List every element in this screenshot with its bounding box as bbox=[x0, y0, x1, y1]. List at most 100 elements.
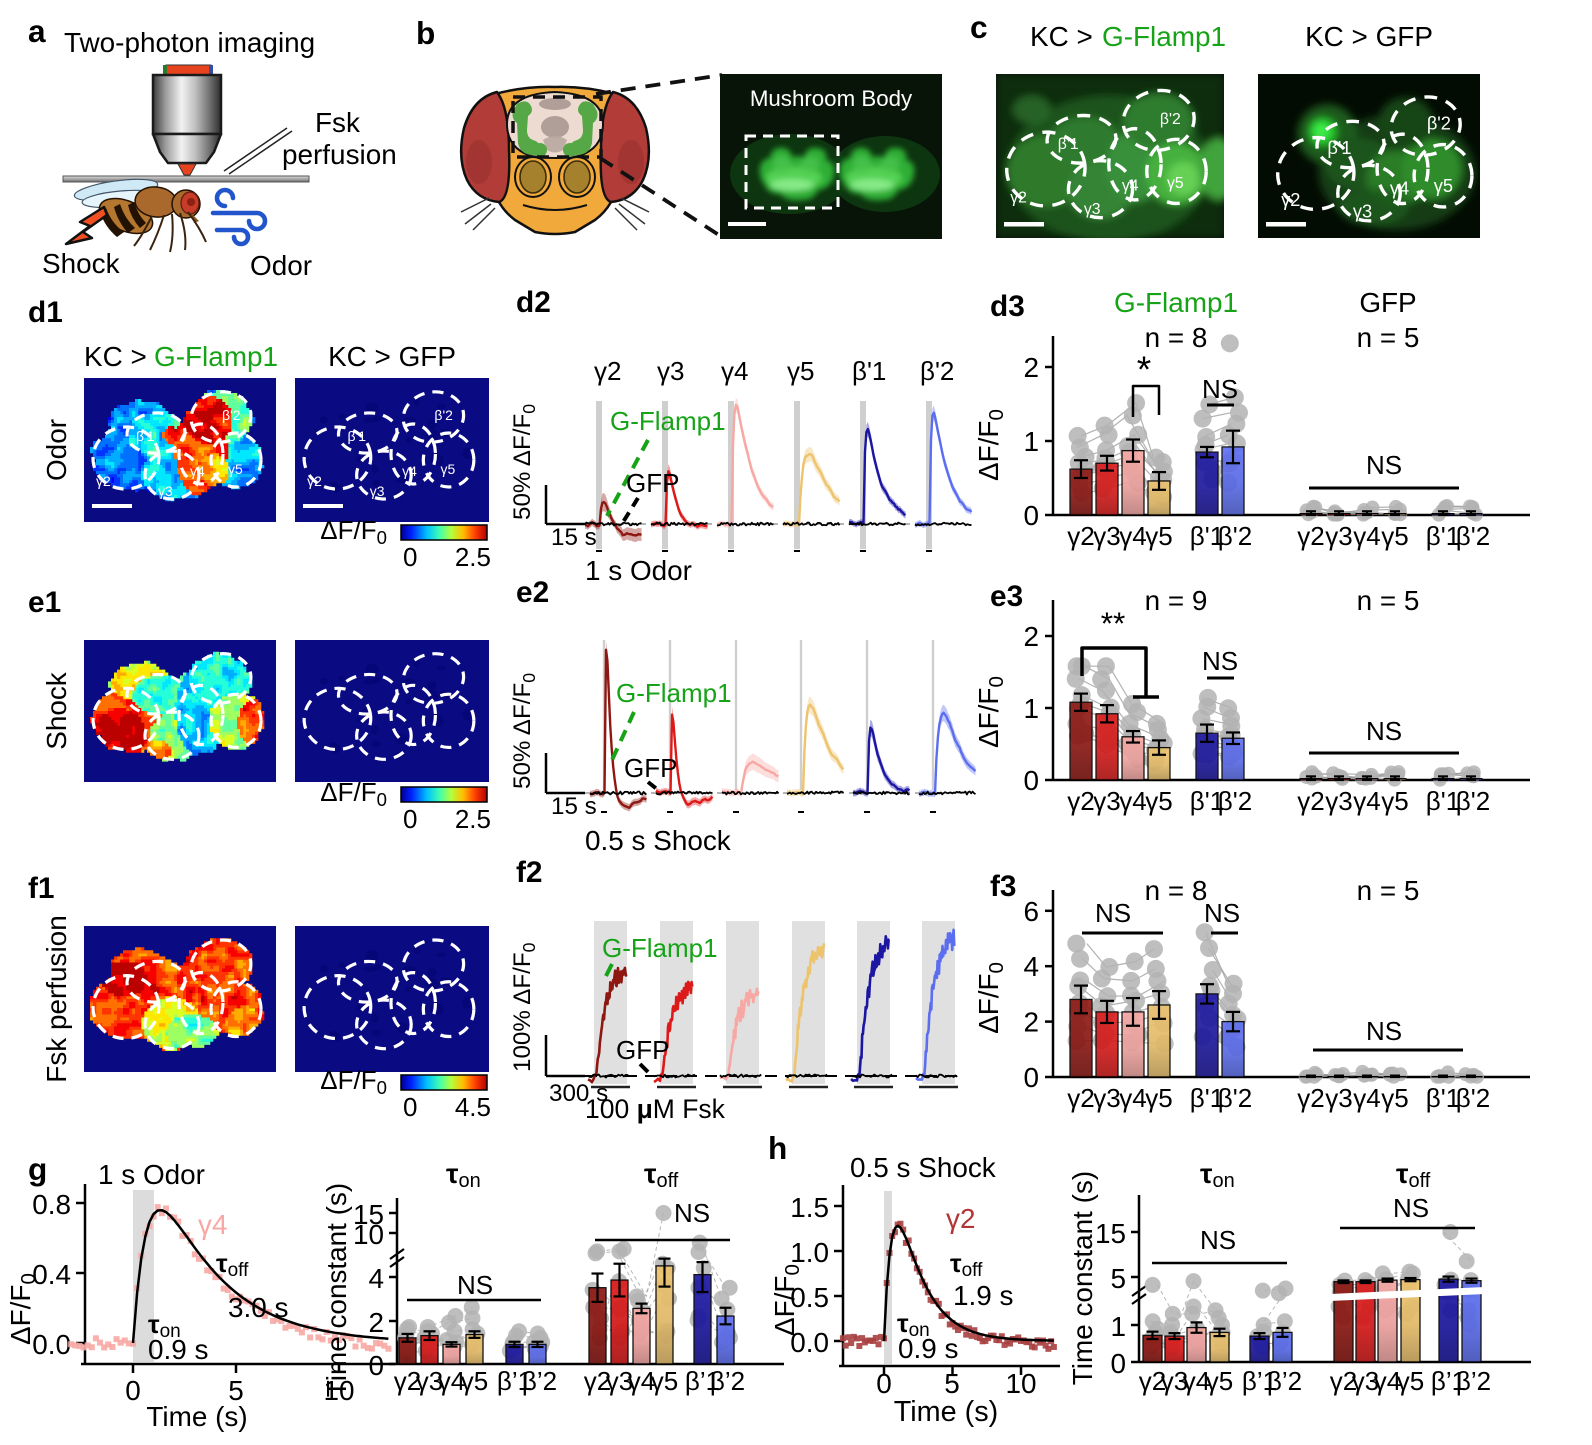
svg-text:NS: NS bbox=[674, 1198, 710, 1228]
svg-text:Time (s): Time (s) bbox=[146, 1401, 247, 1432]
svg-text:β'1: β'1 bbox=[1426, 1083, 1460, 1113]
svg-text:10: 10 bbox=[353, 1219, 384, 1250]
svg-text:γ2: γ2 bbox=[1067, 521, 1094, 551]
svg-text:Odor: Odor bbox=[250, 250, 312, 281]
svg-text:γ5: γ5 bbox=[1206, 1366, 1233, 1396]
svg-text:GFP: GFP bbox=[626, 468, 679, 498]
svg-text:β'1: β'1 bbox=[348, 428, 367, 444]
svg-text:β'2: β'2 bbox=[920, 356, 954, 386]
svg-text:γ3: γ3 bbox=[606, 1366, 633, 1396]
svg-text:γ3: γ3 bbox=[370, 483, 385, 499]
svg-text:NS: NS bbox=[1095, 898, 1131, 928]
svg-text:6: 6 bbox=[1023, 896, 1039, 927]
svg-text:4: 4 bbox=[368, 1263, 384, 1294]
svg-text:G-Flamp1: G-Flamp1 bbox=[1102, 21, 1226, 52]
svg-text:G-Flamp1: G-Flamp1 bbox=[616, 678, 732, 708]
svg-text:Odor: Odor bbox=[41, 419, 72, 481]
svg-text:τon: τon bbox=[1200, 1158, 1235, 1192]
svg-text:ΔF/F0: ΔF/F0 bbox=[320, 777, 387, 810]
svg-text:0.5: 0.5 bbox=[790, 1282, 829, 1313]
svg-text:Fsk: Fsk bbox=[315, 107, 360, 138]
svg-text:0: 0 bbox=[876, 1368, 892, 1399]
svg-text:γ5: γ5 bbox=[1434, 175, 1453, 196]
svg-text:e2: e2 bbox=[516, 576, 549, 609]
svg-text:γ2: γ2 bbox=[1010, 189, 1027, 206]
svg-text:β’2: β’2 bbox=[1267, 1366, 1302, 1396]
svg-text:0: 0 bbox=[125, 1375, 141, 1406]
svg-text:γ4: γ4 bbox=[1390, 177, 1409, 198]
svg-text:β'2: β'2 bbox=[1218, 786, 1252, 816]
svg-text:perfusion: perfusion bbox=[282, 139, 397, 170]
svg-text:β’1: β’1 bbox=[497, 1366, 532, 1396]
svg-text:β'1: β'1 bbox=[1190, 1083, 1224, 1113]
svg-text:NS: NS bbox=[1366, 716, 1402, 746]
svg-text:γ5: γ5 bbox=[1145, 1083, 1172, 1113]
svg-text:γ2: γ2 bbox=[1297, 1083, 1324, 1113]
svg-text:KC >: KC > bbox=[84, 341, 147, 372]
svg-text:β'2: β'2 bbox=[434, 407, 453, 423]
svg-text:g: g bbox=[28, 1151, 47, 1187]
svg-text:γ3: γ3 bbox=[1093, 521, 1120, 551]
svg-text:0: 0 bbox=[1023, 765, 1039, 796]
svg-text:γ5: γ5 bbox=[1167, 175, 1184, 192]
svg-text:GFP: GFP bbox=[1359, 287, 1416, 318]
svg-text:G-Flamp1: G-Flamp1 bbox=[1114, 287, 1238, 318]
svg-text:Fsk perfusion: Fsk perfusion bbox=[41, 915, 72, 1082]
svg-text:100 μM Fsk: 100 μM Fsk bbox=[585, 1094, 726, 1124]
svg-text:Mushroom Body: Mushroom Body bbox=[750, 86, 913, 111]
svg-text:γ3: γ3 bbox=[1352, 1366, 1379, 1396]
svg-text:0.5 s Shock: 0.5 s Shock bbox=[585, 825, 731, 856]
svg-text:β'1: β'1 bbox=[1190, 786, 1224, 816]
svg-text:4.5: 4.5 bbox=[455, 1092, 491, 1122]
svg-text:β'2: β'2 bbox=[1160, 111, 1181, 128]
svg-text:γ4: γ4 bbox=[1183, 1366, 1210, 1396]
svg-text:γ4: γ4 bbox=[628, 1366, 655, 1396]
svg-text:β'2: β'2 bbox=[1218, 1083, 1252, 1113]
svg-text:15 s: 15 s bbox=[551, 793, 597, 820]
svg-text:γ2: γ2 bbox=[1330, 1366, 1357, 1396]
svg-text:Two-photon imaging: Two-photon imaging bbox=[64, 27, 315, 58]
svg-text:γ5: γ5 bbox=[1397, 1366, 1424, 1396]
svg-text:γ4: γ4 bbox=[1122, 177, 1139, 194]
svg-text:G-Flamp1: G-Flamp1 bbox=[154, 341, 278, 372]
svg-text:0.5 s Shock: 0.5 s Shock bbox=[850, 1152, 996, 1183]
svg-text:τoff: τoff bbox=[644, 1158, 679, 1192]
svg-text:50% ΔF/F0: 50% ΔF/F0 bbox=[509, 673, 539, 789]
svg-text:β'1: β'1 bbox=[136, 428, 155, 444]
svg-text:1.5: 1.5 bbox=[790, 1192, 829, 1223]
svg-text:γ5: γ5 bbox=[1381, 521, 1408, 551]
svg-text:0.8: 0.8 bbox=[32, 1189, 71, 1220]
svg-text:γ3: γ3 bbox=[1325, 1083, 1352, 1113]
svg-text:KC > GFP: KC > GFP bbox=[1305, 21, 1433, 52]
svg-text:n = 8: n = 8 bbox=[1145, 875, 1208, 906]
svg-text:1.9 s: 1.9 s bbox=[953, 1280, 1013, 1311]
svg-text:τoff: τoff bbox=[950, 1248, 983, 1281]
svg-text:γ3: γ3 bbox=[1325, 786, 1352, 816]
svg-text:0: 0 bbox=[1110, 1348, 1126, 1379]
svg-text:0.0: 0.0 bbox=[32, 1329, 71, 1360]
svg-text:γ4: γ4 bbox=[1119, 786, 1146, 816]
svg-text:β'2: β'2 bbox=[1456, 521, 1490, 551]
svg-text:0: 0 bbox=[1023, 1062, 1039, 1093]
svg-text:15: 15 bbox=[353, 1199, 384, 1230]
svg-text:ΔF/F0: ΔF/F0 bbox=[5, 1273, 40, 1345]
svg-text:50% ΔF/F0: 50% ΔF/F0 bbox=[509, 404, 539, 520]
svg-text:τoff: τoff bbox=[216, 1248, 249, 1281]
svg-text:1 s Odor: 1 s Odor bbox=[98, 1159, 205, 1190]
svg-text:2: 2 bbox=[1023, 621, 1039, 652]
svg-text:Time constant (s): Time constant (s) bbox=[321, 1183, 352, 1397]
svg-text:γ5: γ5 bbox=[787, 356, 814, 386]
svg-text:1: 1 bbox=[1023, 426, 1039, 457]
svg-text:τon: τon bbox=[148, 1309, 181, 1342]
svg-text:n = 8: n = 8 bbox=[1145, 322, 1208, 353]
svg-text:0: 0 bbox=[403, 1092, 417, 1122]
svg-text:γ5: γ5 bbox=[228, 461, 243, 477]
svg-text:γ5: γ5 bbox=[441, 461, 456, 477]
svg-text:γ4: γ4 bbox=[721, 356, 748, 386]
svg-text:ΔF/F0: ΔF/F0 bbox=[973, 409, 1008, 481]
svg-text:d3: d3 bbox=[990, 290, 1025, 323]
svg-text:γ2: γ2 bbox=[1297, 786, 1324, 816]
svg-text:5: 5 bbox=[1110, 1263, 1126, 1294]
svg-text:n = 5: n = 5 bbox=[1357, 322, 1420, 353]
svg-text:γ3: γ3 bbox=[158, 483, 173, 499]
